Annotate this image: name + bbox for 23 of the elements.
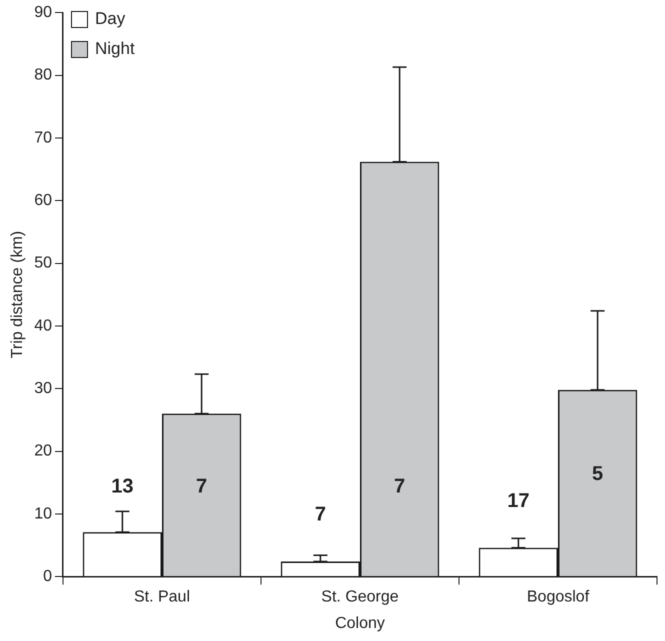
y-tick-label: 60 <box>34 192 52 210</box>
y-tick-label: 70 <box>34 129 52 146</box>
annotation: 5 <box>592 462 604 485</box>
legend-label: Day <box>95 9 126 29</box>
annotation: 7 <box>314 504 326 526</box>
x-tick-label: Bogoslof <box>526 588 590 606</box>
annotation: 7 <box>394 476 406 498</box>
y-tick-label: 20 <box>34 442 52 460</box>
y-tick-label: 80 <box>34 66 52 84</box>
x-tick-label: St. Paul <box>134 588 190 606</box>
annotation: 13 <box>111 476 134 498</box>
annotation: 17 <box>507 490 530 512</box>
y-tick-label: 50 <box>34 254 52 272</box>
x-tick-label: St. George <box>321 588 399 606</box>
y-tick-label: 30 <box>34 380 52 398</box>
y-tick-label: 90 <box>34 4 52 22</box>
x-axis-title: Colony <box>335 614 385 632</box>
y-tick-label: 10 <box>34 505 52 522</box>
y-axis-title: Trip distance (km) <box>9 230 26 358</box>
y-tick-label: 0 <box>43 568 52 586</box>
annotation: 7 <box>196 476 208 498</box>
y-tick-label: 40 <box>34 317 52 334</box>
legend-label: Night <box>95 39 135 59</box>
